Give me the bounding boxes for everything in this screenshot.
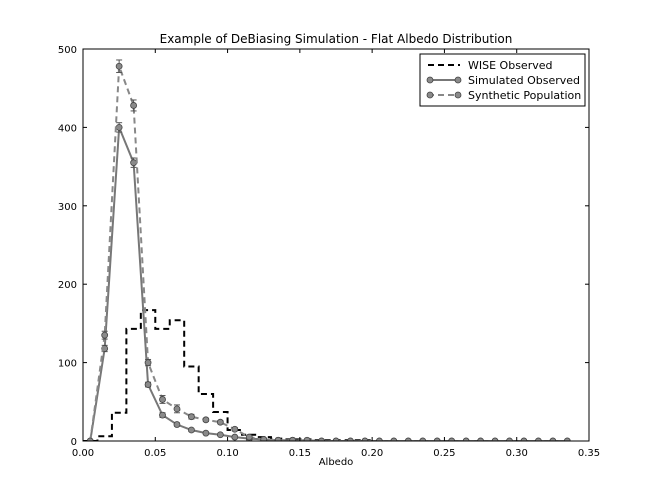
data-point <box>188 426 195 434</box>
data-point <box>549 437 557 441</box>
y-tick-label: 200 <box>58 280 77 291</box>
y-tick-label: 400 <box>58 123 77 134</box>
y-axis: 0 100 200 300 400 500 <box>58 45 589 448</box>
data-point <box>433 437 441 441</box>
data-point <box>390 437 398 441</box>
x-tick-label: 0.20 <box>361 448 383 459</box>
data-point <box>188 413 195 421</box>
data-point <box>202 429 210 437</box>
x-tick-label: 0.30 <box>506 448 528 459</box>
data-layer <box>83 59 571 441</box>
data-point <box>245 433 253 441</box>
x-axis-title: Albedo <box>319 457 354 468</box>
data-point <box>115 62 123 70</box>
legend-label-0: WISE Observed <box>468 59 552 72</box>
legend: WISE Observed Simulated Observed Synthetic… <box>419 53 586 107</box>
data-point <box>86 437 94 441</box>
data-point <box>535 437 542 441</box>
data-point <box>159 411 166 419</box>
data-point <box>115 124 123 131</box>
x-tick-label: 0.25 <box>433 448 455 459</box>
legend-marker <box>426 76 434 84</box>
x-tick-label: 0.10 <box>216 448 238 459</box>
x-axis: 0.00 0.05 0.10 0.15 0.20 0.25 0.30 0.35 <box>72 49 600 459</box>
data-point <box>347 437 354 441</box>
data-point <box>173 421 181 428</box>
data-point <box>491 437 499 441</box>
data-point <box>318 437 325 441</box>
data-point <box>289 436 297 441</box>
data-point <box>144 359 152 367</box>
data-point <box>462 437 470 441</box>
data-point <box>173 405 181 413</box>
data-point <box>130 102 138 109</box>
data-point <box>563 437 571 441</box>
x-tick-label: 0.00 <box>72 448 94 459</box>
legend-marker <box>454 91 462 99</box>
series-line-wise-observed <box>83 309 430 441</box>
data-point <box>144 381 152 388</box>
legend-label-2: Synthetic Population <box>468 89 581 102</box>
series-line-1 <box>89 127 568 441</box>
legend-marker <box>426 91 434 99</box>
data-point <box>361 437 369 441</box>
data-point <box>375 437 383 441</box>
data-point <box>231 425 239 433</box>
plot-frame <box>82 48 590 442</box>
data-point <box>303 436 311 441</box>
data-point <box>477 437 484 441</box>
data-point <box>260 436 268 441</box>
y-tick-label: 0 <box>71 437 77 448</box>
data-point <box>101 331 109 339</box>
y-tick-label: 500 <box>58 45 77 56</box>
data-point <box>231 433 239 441</box>
x-tick-label: 0.15 <box>289 448 311 459</box>
y-tick-label: 300 <box>58 202 77 213</box>
data-point <box>332 437 340 441</box>
series-2 <box>86 59 571 441</box>
data-point <box>202 416 210 424</box>
data-point <box>404 437 412 441</box>
y-tick-label: 100 <box>58 359 77 370</box>
data-point <box>448 437 456 441</box>
legend-label-1: Simulated Observed <box>468 74 580 87</box>
legend-marker <box>454 76 462 84</box>
x-tick-label: 0.05 <box>144 448 166 459</box>
series-line-2 <box>89 65 568 441</box>
data-point <box>274 436 282 441</box>
plot-area <box>82 48 590 442</box>
data-point <box>159 396 166 403</box>
x-tick-label: 0.35 <box>578 448 600 459</box>
data-point <box>520 437 528 441</box>
data-point <box>419 437 427 441</box>
series-0 <box>83 309 430 441</box>
data-point <box>216 431 224 439</box>
data-point <box>506 437 513 441</box>
data-point <box>216 418 224 426</box>
chart-title: Example of DeBiasing Simulation - Flat A… <box>160 32 513 46</box>
